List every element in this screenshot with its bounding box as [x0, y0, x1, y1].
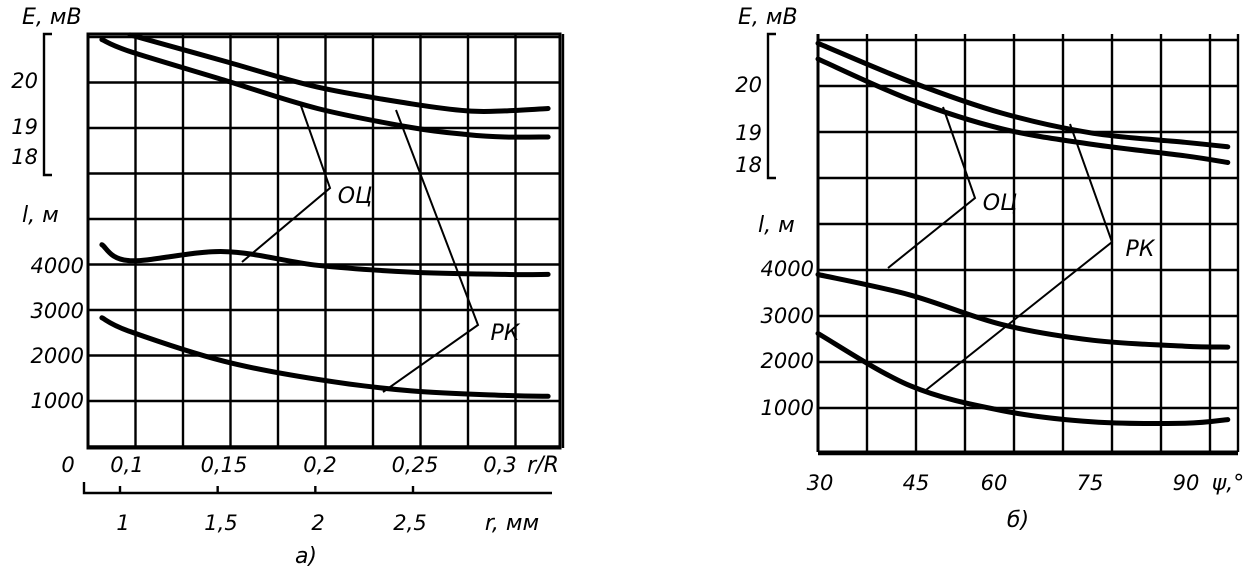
panel-b-psi-axis-label: ψ,°	[1212, 471, 1245, 496]
panel-a-l-axis-label: l, м	[22, 203, 59, 228]
panel-a-e-tick-label: 20	[11, 69, 38, 93]
panel-a-e-axis-label: E, мВ	[22, 5, 82, 30]
panel-a-r-tick-label: 1,5	[204, 511, 237, 535]
panel-a-r-tick-label: 2	[311, 511, 324, 535]
panel-b-psi-tick-label: 90	[1173, 471, 1200, 495]
panel-b-curve-l	[815, 272, 1231, 350]
panel-a-rR-tick-label: 0,1	[110, 453, 143, 477]
panel-a-rR-tick-label: 0	[61, 453, 74, 477]
panel-b-rk-leader	[925, 123, 1114, 391]
panel-a-rR-tick-label: 0,15	[201, 453, 248, 477]
panel-a-rR-tick-label: 0,3	[483, 453, 516, 477]
panel-b-l-tick-label: 1000	[761, 396, 814, 420]
panel-b-e-axis-label: E, мВ	[738, 5, 798, 30]
panel-a-l-tick-label: 1000	[31, 389, 84, 413]
panel-b-label: б)	[1007, 508, 1029, 533]
panel-b-curve-E	[815, 56, 1231, 165]
panel-a-e-tick-label: 18	[11, 145, 38, 169]
panel-a-rk-leader	[382, 109, 480, 393]
panel-b-l-axis-label: l, м	[758, 213, 795, 238]
panel-a	[42, 32, 565, 495]
panel-b-psi-tick-label: 75	[1077, 471, 1104, 495]
panel-b-e-tick-label: 18	[735, 153, 762, 177]
panel-b-curve-E	[815, 40, 1231, 150]
panel-b-l-tick-label: 4000	[761, 257, 814, 281]
panel-b-rk-annotation: РК	[1126, 237, 1156, 262]
panel-b	[766, 32, 1240, 456]
panel-a-l-tick-label: 2000	[31, 344, 84, 368]
panel-b-l-tick-label: 3000	[761, 304, 814, 328]
panel-a-rk-annotation: РК	[491, 321, 521, 346]
panel-a-r-axis-line	[82, 482, 552, 495]
panel-a-r-axis-label: r, мм	[485, 511, 539, 536]
panel-a-rR-tick-label: 0,25	[392, 453, 439, 477]
panel-a-rR-axis-label: r/R	[527, 453, 559, 478]
panel-a-curve-E	[99, 37, 551, 140]
panel-a-oc-annotation: ОЦ	[338, 184, 372, 209]
panel-b-psi-tick-label: 60	[981, 471, 1008, 495]
panel-a-l-tick-label: 3000	[31, 299, 84, 323]
panel-b-e-axis-bracket	[766, 32, 776, 180]
panel-a-curve-E	[127, 32, 551, 115]
panel-b-oc-leader	[887, 106, 977, 269]
panel-a-r-tick-label: 2,5	[393, 511, 426, 535]
panel-a-curve-l	[99, 315, 551, 399]
panel-a-r-tick-label: 1	[116, 511, 129, 535]
panel-b-e-tick-label: 20	[735, 73, 762, 97]
panel-a-e-tick-label: 19	[11, 115, 38, 139]
panel-b-curve-l	[815, 331, 1231, 427]
panel-b-psi-tick-label: 45	[903, 471, 930, 495]
panel-a-e-axis-bracket	[42, 32, 52, 177]
panel-a-curve-l	[99, 242, 551, 278]
panel-a-rR-tick-label: 0,2	[303, 453, 336, 477]
panel-b-psi-tick-label: 30	[807, 471, 834, 495]
panel-b-e-tick-label: 19	[735, 121, 762, 145]
panel-a-oc-leader	[241, 102, 332, 263]
panel-b-l-tick-label: 2000	[761, 349, 814, 373]
panel-a-l-tick-label: 4000	[31, 254, 84, 278]
panel-a-label: а)	[295, 544, 317, 568]
panel-a-frame	[86, 32, 562, 450]
panel-b-oc-annotation: ОЦ	[983, 191, 1017, 216]
